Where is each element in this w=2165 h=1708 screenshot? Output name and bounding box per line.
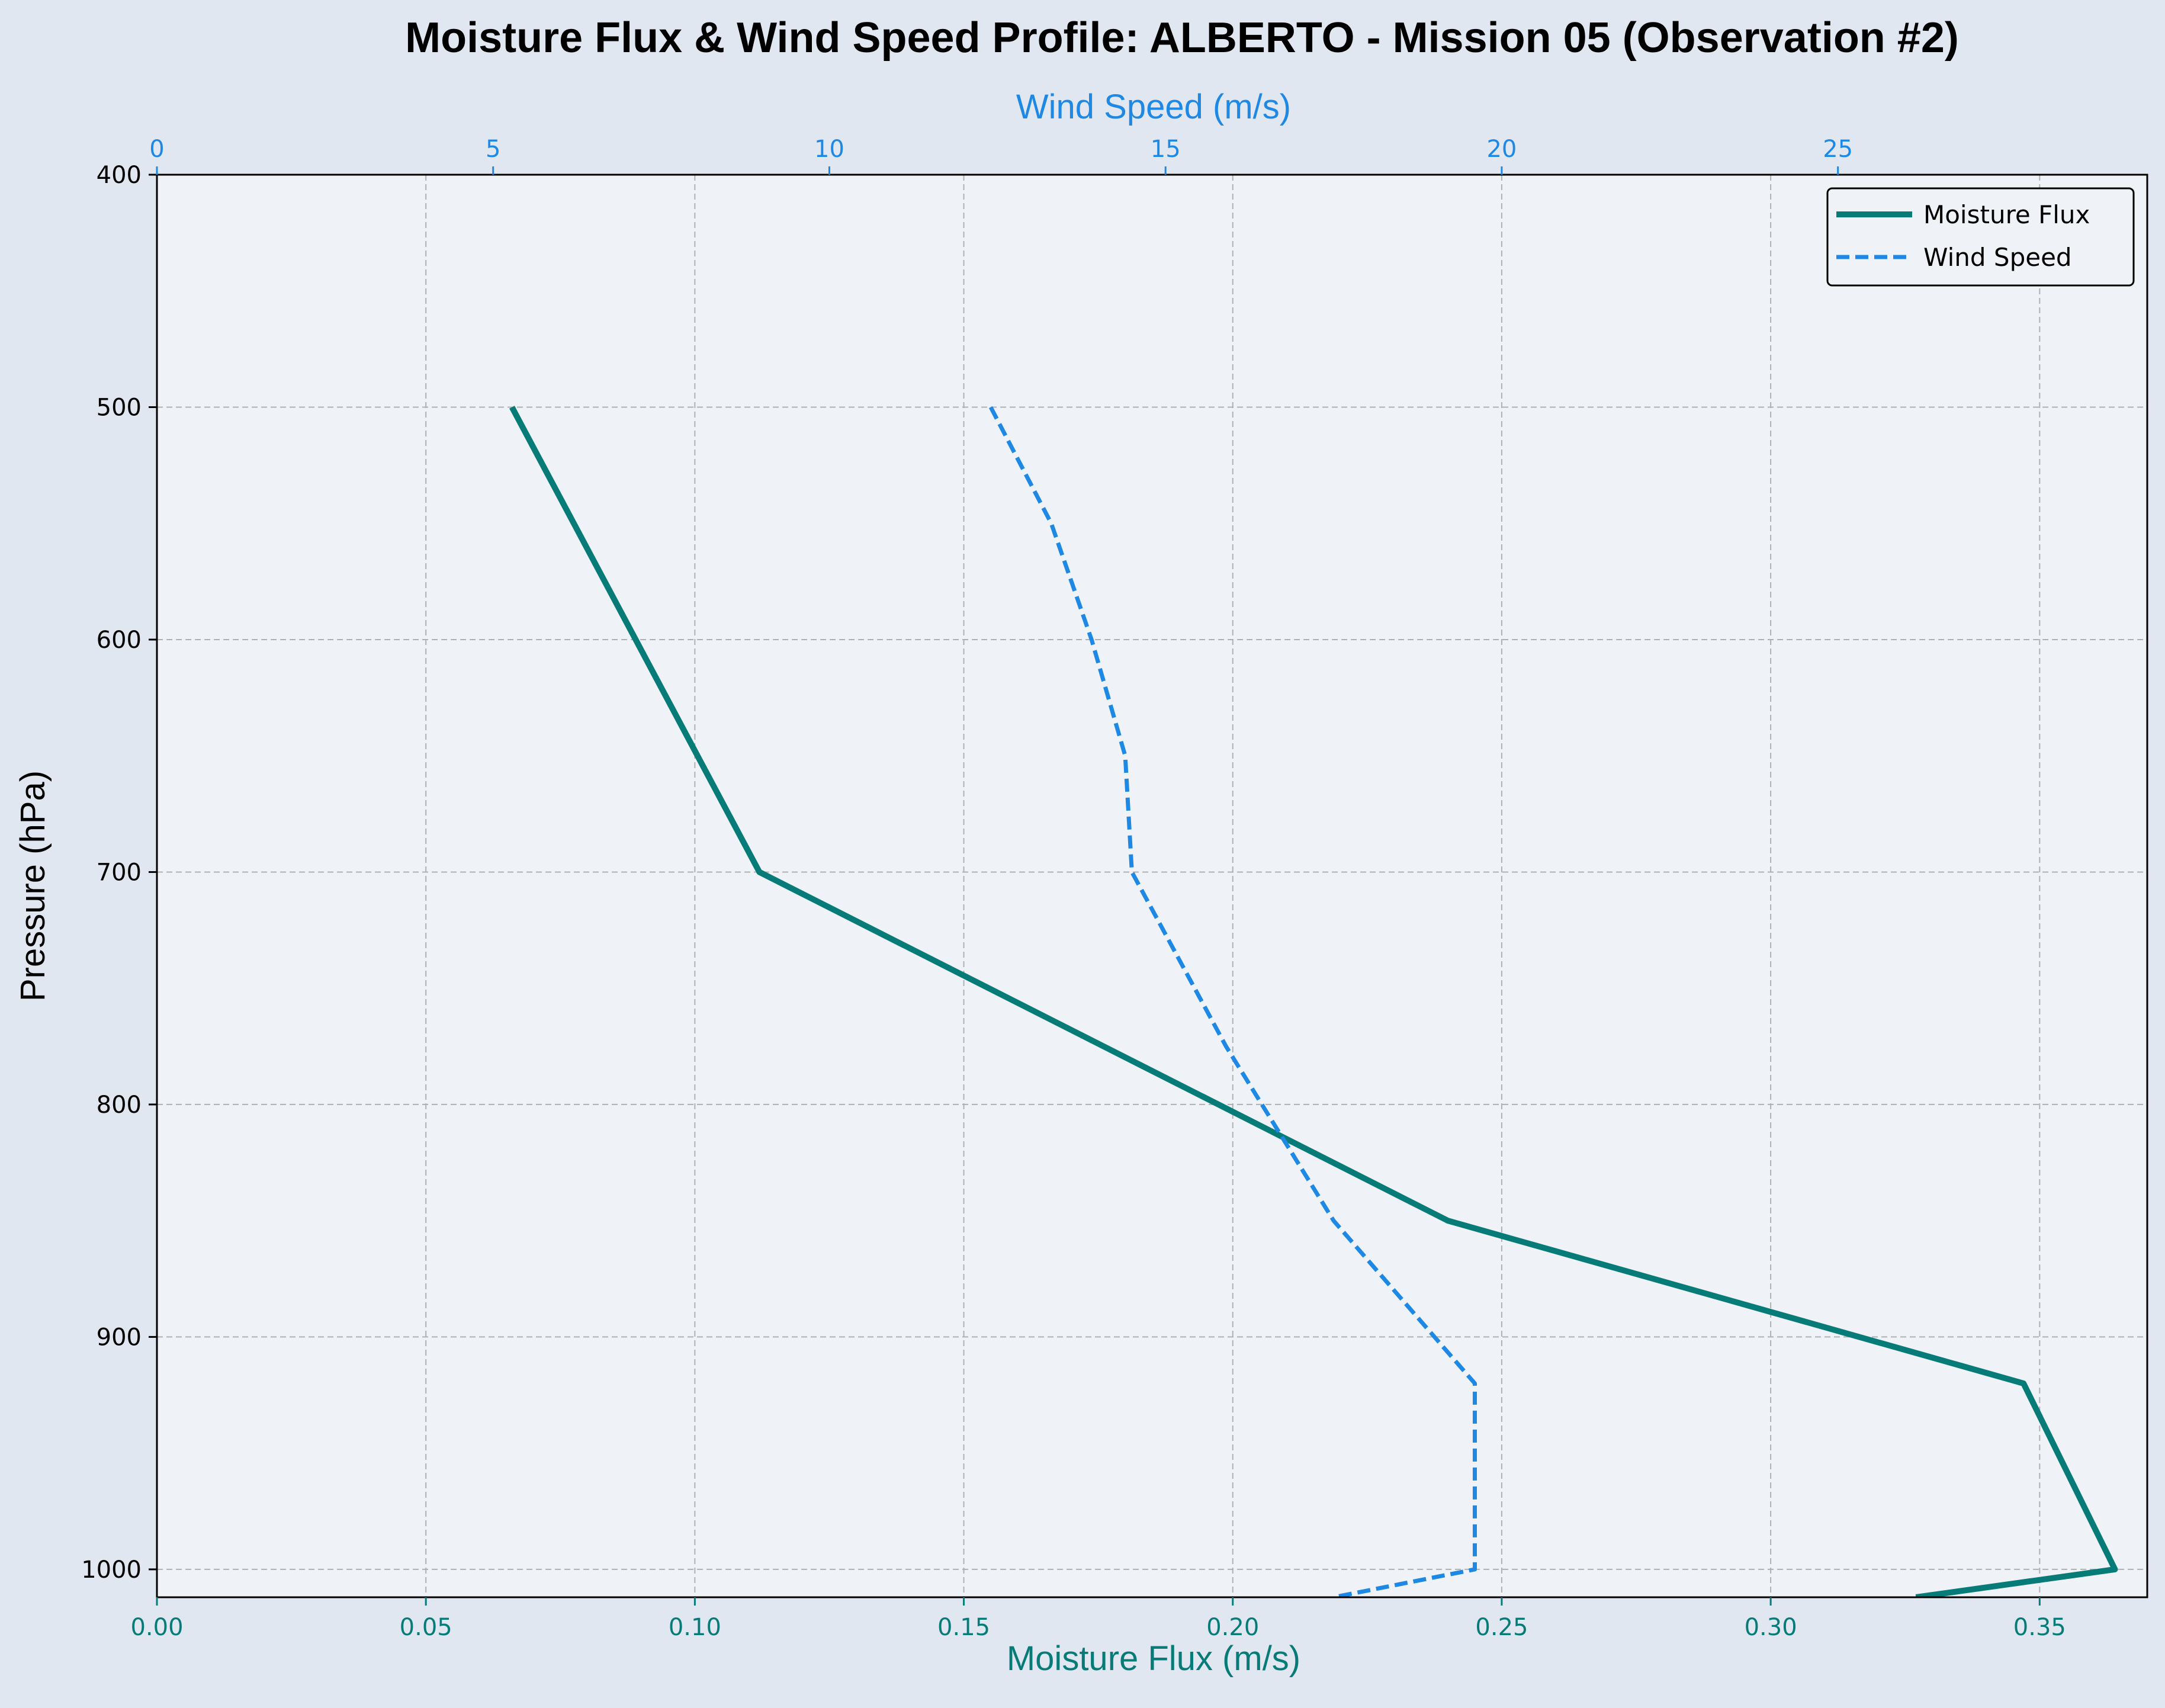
legend-wind-label: Wind Speed (1923, 243, 2072, 272)
chart-title: Moisture Flux & Wind Speed Profile: ALBE… (405, 14, 1959, 62)
x-top-tick-label: 10 (814, 136, 844, 163)
x-top-tick-label: 25 (1823, 136, 1853, 163)
y-tick-label: 1000 (81, 1556, 142, 1584)
legend: Moisture Flux Wind Speed (1826, 187, 2135, 287)
x-top-tick-label: 15 (1151, 136, 1181, 163)
x-bottom-tick-label: 0.20 (1206, 1614, 1259, 1641)
x-bottom-tick-label: 0.00 (130, 1614, 183, 1641)
y-tick-label: 900 (97, 1324, 142, 1351)
plot-area (157, 175, 2147, 1597)
x-bottom-tick-label: 0.05 (400, 1614, 452, 1641)
series-layer (509, 406, 2118, 1597)
x-bottom-tick-label: 0.30 (1745, 1614, 1797, 1641)
y-tick-label: 600 (97, 627, 142, 654)
plot-frame (156, 174, 2148, 1598)
y-tick-label: 500 (97, 394, 142, 421)
y-tick-label: 400 (97, 162, 142, 189)
y-axis-title: Pressure (hPa) (14, 770, 52, 1001)
x-axis-top-title: Wind Speed (m/s) (1016, 88, 1291, 126)
x-bottom-tick-label: 0.10 (669, 1614, 721, 1641)
y-tick-label: 700 (97, 859, 142, 886)
x-top-tick-label: 20 (1486, 136, 1517, 163)
x-bottom-tick-label: 0.25 (1475, 1614, 1528, 1641)
wind-speed-line (988, 406, 1477, 1597)
x-bottom-tick-label: 0.35 (2013, 1614, 2066, 1641)
grid (157, 175, 2147, 1597)
x-top-tick-label: 5 (486, 136, 500, 163)
x-top-tick-label: 0 (149, 136, 164, 163)
legend-flux-label: Moisture Flux (1923, 200, 2090, 229)
x-axis-bottom-title: Moisture Flux (m/s) (1007, 1639, 1300, 1678)
y-tick-label: 800 (97, 1091, 142, 1119)
axes: 400 500 600 700 800 900 1000 0.00 0.05 0.10 0.15 0.… (81, 136, 2066, 1641)
moisture-flux-line (509, 406, 2118, 1597)
x-bottom-tick-label: 0.15 (937, 1614, 990, 1641)
